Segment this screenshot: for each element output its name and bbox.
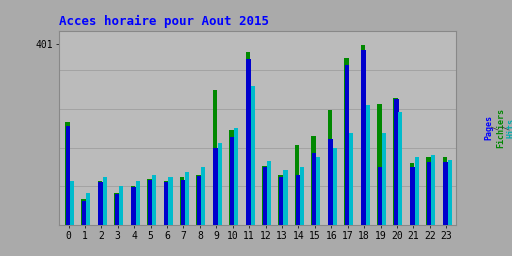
Bar (87, 193, 91, 226)
Bar (328, 110, 332, 226)
Bar (349, 133, 353, 226)
Bar (168, 177, 173, 226)
Bar (131, 187, 136, 226)
Text: /: / (491, 125, 500, 131)
Bar (300, 167, 304, 226)
Bar (431, 155, 435, 226)
Bar (70, 181, 74, 226)
Bar (263, 167, 267, 226)
Bar (382, 133, 386, 226)
Bar (328, 139, 333, 226)
Bar (230, 137, 234, 226)
Text: /: / (502, 125, 511, 131)
Bar (82, 200, 87, 226)
Bar (316, 157, 321, 226)
Bar (246, 59, 251, 226)
Bar (119, 186, 123, 226)
Bar (427, 162, 432, 226)
Bar (361, 50, 366, 226)
Bar (415, 157, 419, 226)
Bar (185, 172, 189, 226)
Bar (295, 175, 300, 226)
Bar (229, 130, 234, 226)
Bar (197, 176, 202, 226)
Bar (267, 161, 271, 226)
Bar (246, 52, 250, 226)
Bar (213, 90, 217, 226)
Bar (163, 181, 168, 226)
Bar (398, 112, 402, 226)
Bar (284, 170, 288, 226)
Bar (345, 65, 349, 226)
Bar (181, 180, 185, 226)
Bar (333, 148, 337, 226)
Bar (426, 157, 431, 226)
Bar (148, 180, 152, 226)
Bar (443, 157, 447, 226)
Bar (114, 193, 119, 226)
Text: Pages: Pages (484, 115, 494, 141)
Bar (311, 136, 316, 226)
Bar (393, 98, 398, 226)
Bar (377, 104, 381, 226)
Bar (136, 181, 140, 226)
Bar (366, 105, 370, 226)
Bar (447, 160, 452, 226)
Bar (411, 167, 415, 226)
Bar (443, 162, 448, 226)
Bar (410, 163, 414, 226)
Bar (66, 126, 70, 226)
Bar (312, 153, 316, 226)
Bar (201, 167, 205, 226)
Bar (394, 100, 398, 226)
Bar (65, 122, 70, 226)
Bar (180, 177, 184, 226)
Bar (147, 179, 152, 226)
Text: Acces horaire pour Aout 2015: Acces horaire pour Aout 2015 (59, 15, 269, 28)
Bar (279, 175, 283, 226)
Bar (344, 58, 349, 226)
Bar (234, 128, 238, 226)
Bar (378, 167, 382, 226)
Bar (218, 143, 222, 226)
Text: Hits: Hits (507, 118, 512, 138)
Bar (103, 177, 107, 226)
Bar (214, 148, 218, 226)
Bar (98, 183, 103, 226)
Bar (131, 186, 135, 226)
Bar (279, 177, 284, 226)
Bar (360, 45, 365, 226)
Bar (152, 175, 156, 226)
Bar (250, 86, 254, 226)
Bar (81, 199, 86, 226)
Bar (197, 175, 201, 226)
Bar (295, 145, 300, 226)
Bar (98, 181, 102, 226)
Text: Fichiers: Fichiers (496, 108, 505, 148)
Bar (262, 166, 267, 226)
Bar (115, 194, 119, 226)
Bar (164, 183, 168, 226)
